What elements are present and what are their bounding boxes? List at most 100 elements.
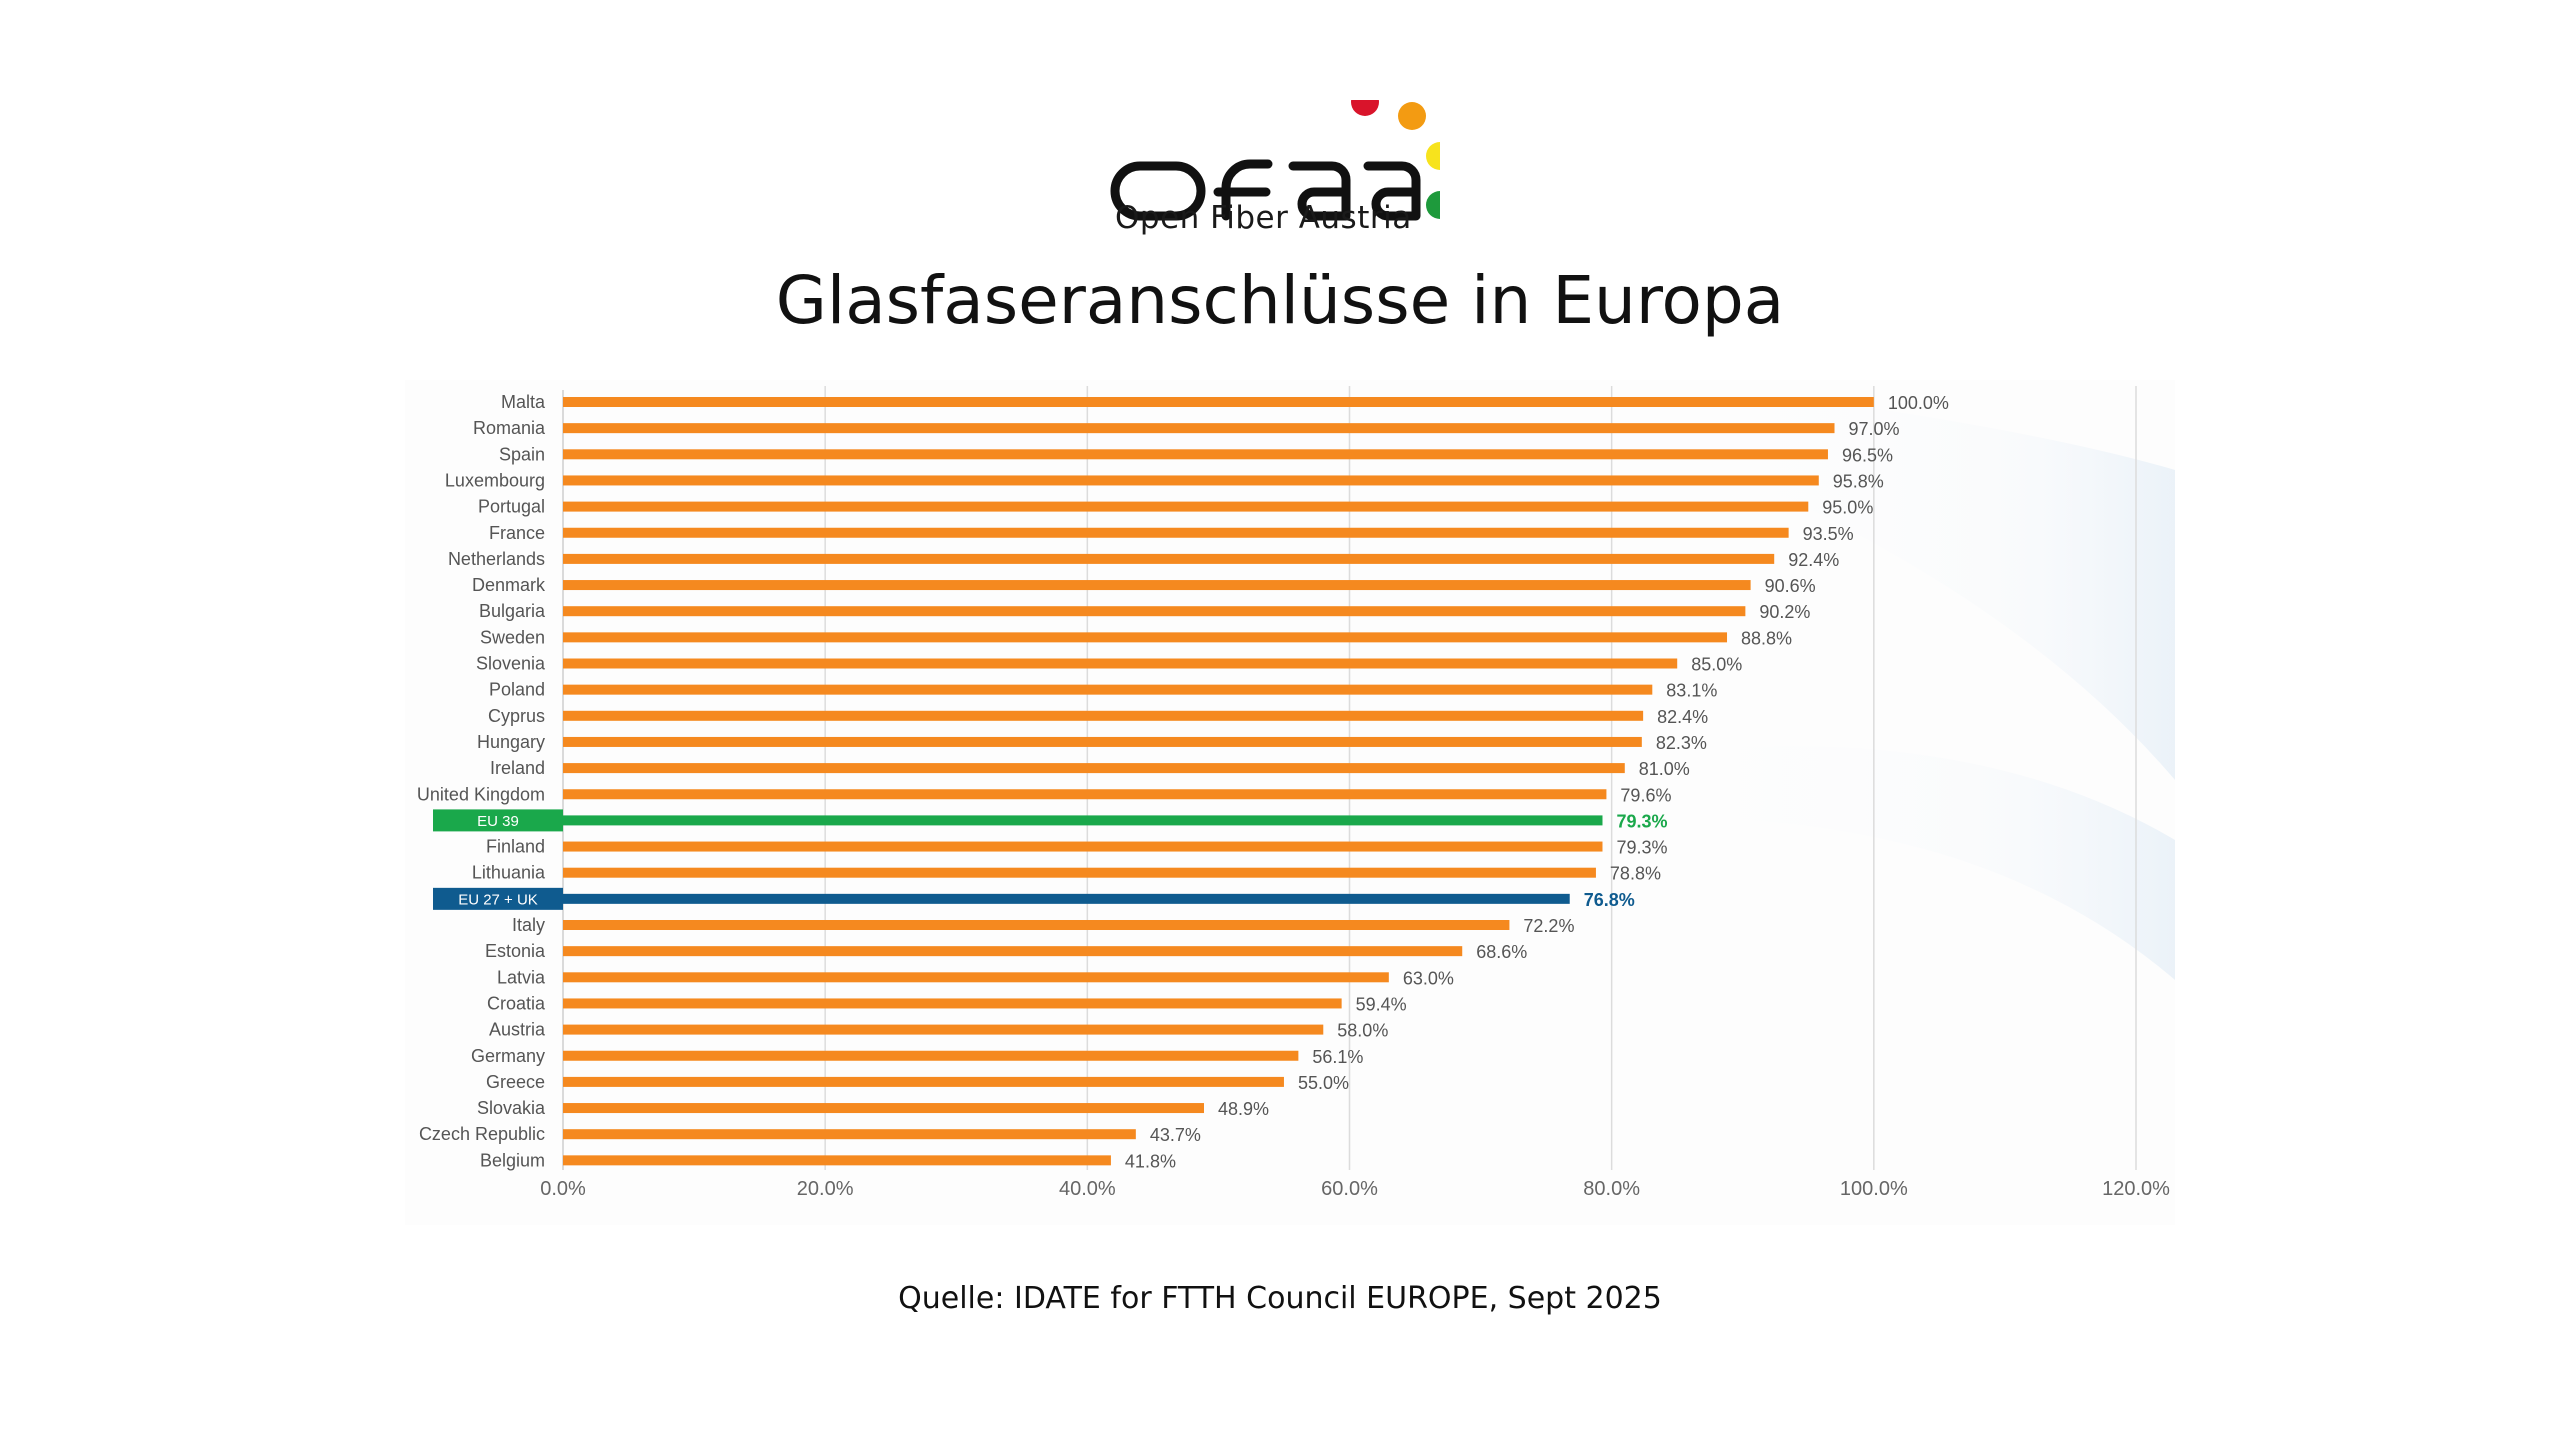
value-label: 82.4% (1657, 707, 1708, 727)
logo-letter-a1 (1288, 161, 1351, 221)
category-label: Portugal (478, 497, 545, 517)
x-tick-label: 100.0% (1840, 1178, 1908, 1200)
category-label: Hungary (477, 732, 545, 752)
value-label: 90.6% (1765, 576, 1816, 596)
bar-cyprus (563, 710, 1644, 721)
value-label: 48.9% (1218, 1099, 1269, 1119)
value-label: 43.7% (1150, 1125, 1201, 1145)
source-note: Quelle: IDATE for FTTH Council EUROPE, S… (898, 1281, 1662, 1316)
category-label: EU 39 (477, 813, 519, 830)
bar-czech-republic (563, 1129, 1136, 1140)
logo-letter-f (1213, 159, 1273, 221)
bar-slovakia (563, 1103, 1204, 1114)
category-label: Slovakia (477, 1098, 546, 1118)
category-label: Latvia (497, 967, 546, 987)
bar-italy (563, 920, 1510, 930)
value-label: 82.3% (1656, 733, 1707, 753)
bar-malta (563, 397, 1874, 407)
value-label: 85.0% (1691, 655, 1742, 675)
value-label: 92.4% (1788, 550, 1839, 570)
category-label: Bulgaria (479, 601, 546, 621)
category-label: Italy (512, 915, 545, 935)
value-label: 97.0% (1849, 419, 1900, 439)
category-label: Malta (501, 392, 546, 412)
category-labels: Malta Romania Spain Luxembourg Portugal Franc… (417, 392, 563, 1170)
category-label: Finland (486, 837, 545, 857)
bar-eu-39 (563, 815, 1603, 826)
value-label: 95.8% (1833, 471, 1884, 491)
value-label: 79.6% (1620, 785, 1671, 805)
bar-lithuania (563, 867, 1596, 878)
category-highlight-box (433, 809, 563, 832)
category-highlight-box (433, 887, 563, 910)
bar-eu-27-uk (563, 893, 1570, 904)
bar-sweden (563, 632, 1728, 643)
logo-dot-orange (1398, 102, 1426, 130)
chart-watermark-swoosh-2 (1605, 746, 2175, 980)
category-label: Spain (499, 444, 545, 464)
gridlines (562, 386, 2137, 1170)
value-label: 79.3% (1616, 838, 1667, 858)
category-label: Denmark (472, 575, 546, 595)
value-label: 63.0% (1403, 968, 1454, 988)
x-axis-ticks: 0.0% 20.0% 40.0% 60.0% 80.0% 100.0% 120.0% (540, 1178, 2170, 1200)
value-label: 93.5% (1803, 524, 1854, 544)
page-title: Glasfaseranschlüsse in Europa (775, 262, 1785, 339)
value-label: 100.0% (1888, 393, 1949, 413)
bar-chart: Malta Romania Spain Luxembourg Portugal Franc… (405, 380, 2175, 1225)
value-label: 88.8% (1741, 628, 1792, 648)
value-label: 76.8% (1584, 890, 1635, 910)
x-tick-label: 40.0% (1059, 1178, 1116, 1200)
bar-france (563, 527, 1789, 538)
category-label: United Kingdom (417, 784, 545, 804)
category-label: Sweden (480, 627, 545, 647)
bars (563, 397, 1874, 1166)
bar-greece (563, 1076, 1284, 1087)
value-label: 81.0% (1639, 759, 1690, 779)
value-label: 78.8% (1610, 864, 1661, 884)
x-tick-label: 80.0% (1583, 1178, 1640, 1200)
logo-dot-red (1351, 100, 1379, 116)
category-label: Ireland (490, 758, 545, 778)
value-label: 55.0% (1298, 1073, 1349, 1093)
logo-letter-o (1110, 161, 1206, 221)
bar-croatia (563, 998, 1342, 1009)
bar-slovenia (563, 658, 1678, 669)
logo-dot-yellow (1426, 142, 1440, 170)
bar-bulgaria (563, 606, 1746, 617)
bar-poland (563, 684, 1653, 695)
logo: ofaa Open Fiber Austria (1100, 40, 1480, 250)
logo-letter-a2 (1363, 161, 1421, 221)
category-label: Poland (489, 680, 545, 700)
x-tick-label: 60.0% (1321, 1178, 1378, 1200)
category-label: Romania (473, 418, 546, 438)
category-label: Belgium (480, 1150, 545, 1170)
category-label: Cyprus (488, 706, 545, 726)
category-label: Slovenia (476, 654, 546, 674)
logo-letters (1110, 159, 1421, 221)
bar-netherlands (563, 553, 1775, 564)
value-label: 59.4% (1356, 994, 1407, 1014)
bar-spain (563, 449, 1828, 460)
value-label: 79.3% (1616, 811, 1667, 831)
category-label: Estonia (485, 941, 546, 961)
bar-denmark (563, 580, 1751, 591)
category-label: Lithuania (472, 863, 546, 883)
bar-latvia (563, 972, 1389, 983)
value-label: 90.2% (1759, 602, 1810, 622)
value-label: 68.6% (1476, 942, 1527, 962)
bar-finland (563, 841, 1603, 852)
bar-belgium (563, 1155, 1111, 1166)
value-label: 96.5% (1842, 445, 1893, 465)
category-label: EU 27 + UK (458, 891, 538, 908)
ofaa-logo-icon: ofaa (1110, 100, 1440, 221)
x-tick-label: 0.0% (540, 1178, 586, 1200)
bar-estonia (563, 946, 1463, 957)
value-label: 56.1% (1312, 1047, 1363, 1067)
value-label: 58.0% (1337, 1021, 1388, 1041)
logo-tagline: Open Fiber Austria (1115, 200, 1412, 236)
logo-dot-green (1426, 191, 1440, 219)
category-label: Czech Republic (419, 1124, 545, 1144)
bar-united-kingdom (563, 789, 1607, 800)
value-labels: 100.0% 97.0% 96.5% 95.8% 95.0% 93.5% 92.4% 90.6… (1125, 393, 1949, 1171)
